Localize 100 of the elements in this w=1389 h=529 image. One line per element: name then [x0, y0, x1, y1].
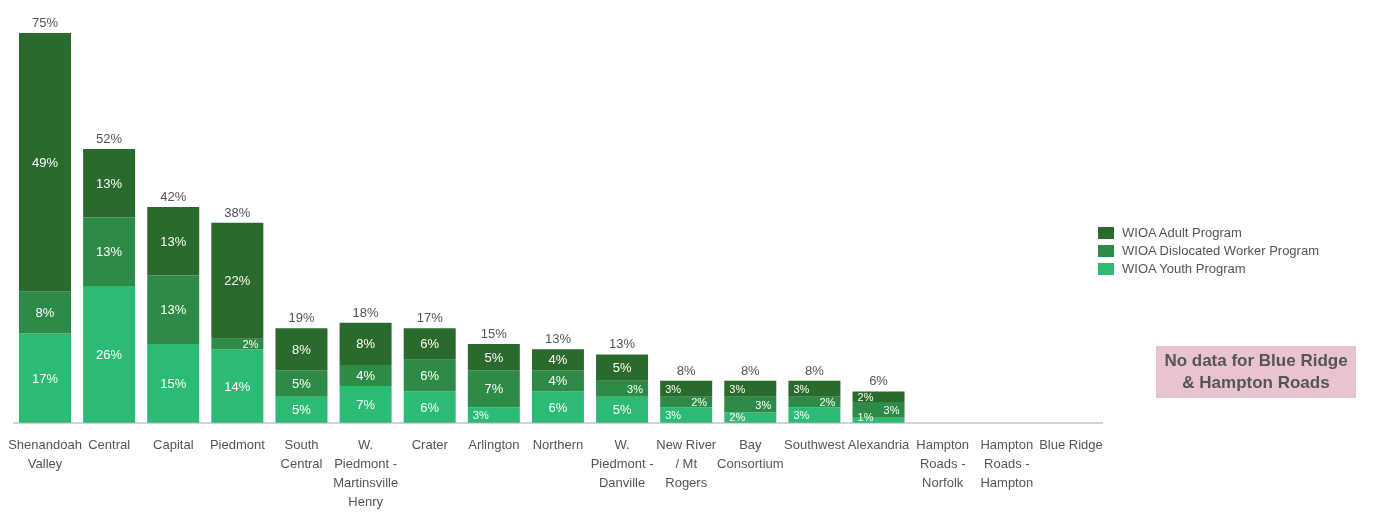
data-label: 5% [292, 402, 312, 418]
bar [788, 380, 841, 397]
bar [339, 386, 392, 423]
data-label: 1% [857, 411, 874, 423]
data-label: 3% [665, 382, 682, 395]
data-label: 6% [420, 399, 440, 415]
data-label: 2% [691, 395, 708, 408]
data-label: 5% [484, 349, 504, 365]
bar [147, 206, 200, 276]
bar [467, 370, 520, 408]
bar [211, 349, 264, 423]
data-label: 6% [548, 399, 568, 415]
x-tick-label: Shenandoah Valley [8, 437, 82, 471]
data-label: 15% [160, 375, 187, 391]
data-label: 8% [35, 304, 55, 320]
bar [339, 322, 392, 366]
data-label: 13% [96, 175, 123, 191]
total-label: 75% [31, 15, 59, 30]
bar [83, 285, 136, 423]
data-label: 3% [883, 403, 900, 416]
data-label: 13% [96, 244, 123, 260]
bar [147, 343, 200, 423]
bar [660, 380, 713, 397]
bar [275, 370, 328, 397]
bar [83, 148, 136, 218]
bar [19, 291, 71, 334]
data-label: 5% [612, 402, 632, 418]
bar [83, 217, 136, 286]
bar [403, 328, 456, 360]
data-label: 4% [548, 373, 568, 389]
data-label: 8% [292, 341, 312, 357]
bar [339, 365, 392, 387]
data-label: 7% [356, 397, 376, 413]
data-label: 26% [96, 346, 123, 362]
data-label: 2% [242, 337, 259, 350]
total-label: 38% [224, 204, 251, 220]
total-label: 52% [96, 130, 123, 146]
x-tick-label: Central [88, 437, 131, 452]
total-label: 17% [416, 310, 444, 326]
data-label: 3% [793, 409, 810, 422]
legend-label: WIOA Adult Program [1122, 225, 1242, 240]
data-label: 2% [729, 411, 746, 423]
data-label: 4% [356, 368, 376, 384]
data-label: 5% [612, 360, 632, 376]
x-tick-label: Capital [153, 437, 194, 452]
x-tick-label: Northern [532, 437, 584, 452]
bar [19, 33, 71, 292]
x-tick-label: Piedmont [209, 437, 266, 452]
data-label: 13% [160, 302, 187, 318]
x-tick-label: Arlington [468, 437, 520, 452]
bar [275, 328, 328, 371]
data-label: 3% [755, 398, 772, 411]
bar [19, 333, 71, 423]
bar [724, 380, 777, 397]
data-label: 5% [292, 375, 312, 391]
bar [467, 343, 520, 371]
x-tick-label: Alexandria [847, 437, 911, 452]
total-label: 42% [160, 188, 187, 204]
x-tick-label: W. Piedmont - Martinsville Henry [333, 437, 399, 509]
x-tick-label: Hampton Roads - Hampton [980, 437, 1034, 490]
total-label: 8% [676, 362, 697, 378]
total-label: 19% [288, 310, 315, 326]
text: No data for Blue Ridge & Hampton Roads [1156, 346, 1356, 398]
data-label: 8% [356, 336, 376, 352]
data-label: 22% [224, 273, 251, 289]
total-label: 8% [740, 362, 761, 378]
data-label: 6% [420, 336, 440, 352]
data-label: 3% [729, 382, 746, 395]
x-tick-label: Hampton Roads - Norfolk [916, 437, 970, 490]
data-label: 3% [665, 409, 682, 422]
total-label: 13% [609, 336, 636, 352]
bar [596, 354, 649, 381]
x-tick-label: Crater [411, 437, 449, 452]
total-label: 18% [352, 304, 380, 320]
data-label: 17% [31, 370, 59, 386]
bar [531, 370, 584, 392]
bar [531, 349, 584, 371]
x-tick-label: New River / Mt Rogers [656, 437, 717, 490]
x-tick-label: South Central [280, 437, 323, 471]
data-label: 4% [548, 352, 568, 368]
data-label: 13% [160, 233, 187, 249]
bar [211, 222, 264, 339]
bar [531, 391, 584, 423]
total-label: 13% [544, 331, 572, 347]
data-label: 3% [627, 382, 644, 395]
x-tick-label: Bay Consortium [717, 437, 784, 471]
bar [403, 391, 456, 423]
data-label: 49% [31, 154, 59, 170]
total-label: 8% [805, 362, 825, 378]
bar [596, 380, 649, 397]
data-label: 3% [472, 409, 489, 422]
data-label: 2% [819, 395, 836, 408]
x-tick-label: Blue Ridge [1039, 437, 1103, 452]
legend-label: WIOA Youth Program [1122, 261, 1246, 276]
legend-label: WIOA Dislocated Worker Program [1122, 243, 1319, 258]
data-label: 3% [793, 382, 810, 395]
bar [403, 359, 456, 392]
data-label: 7% [484, 381, 504, 397]
data-label: 14% [224, 378, 251, 394]
total-label: 15% [480, 325, 508, 341]
